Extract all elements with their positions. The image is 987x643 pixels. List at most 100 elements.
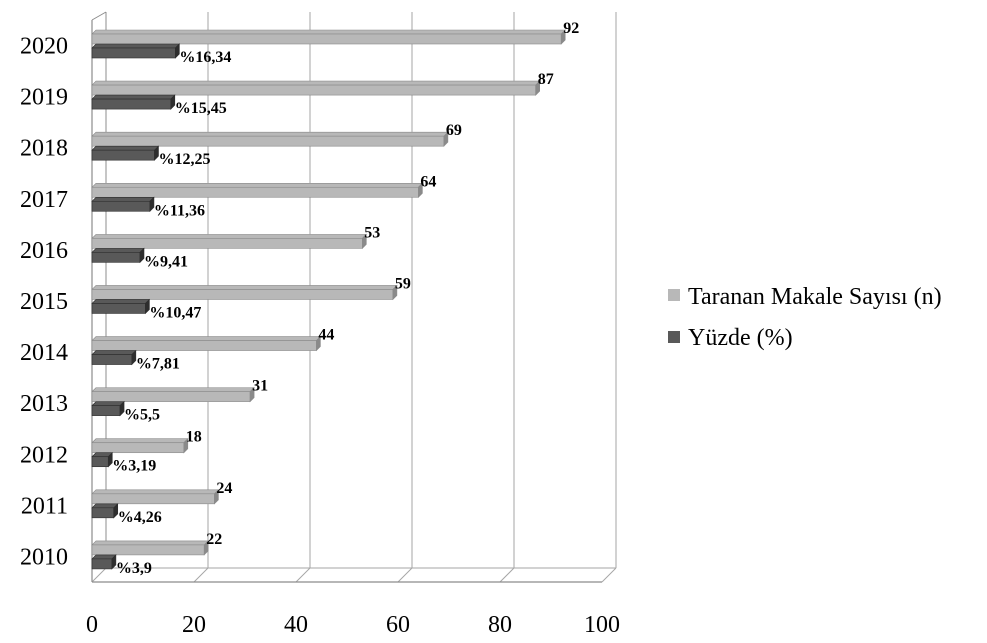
bar-end-face <box>107 452 113 468</box>
bar-end-face <box>145 298 150 315</box>
bar-end-face <box>418 182 423 198</box>
bar-top-face <box>91 29 566 35</box>
bars <box>91 29 566 570</box>
x-tick-label: 60 <box>386 612 410 638</box>
bar-end-face <box>392 284 398 301</box>
bar-front-face <box>91 442 185 454</box>
bar-front-face <box>91 544 205 556</box>
bar-top-face <box>91 234 368 239</box>
data-labels: 22 %3,9 24 %4,26 18 %3,19 31 %5,5 44 %7,81 59 %10,4… <box>112 20 579 577</box>
x-tick-label: 40 <box>284 612 308 638</box>
bar-taranan <box>91 540 209 556</box>
bar-end-face <box>131 349 137 366</box>
data-label-yuzde: %16,34 <box>179 49 231 66</box>
y-tick-label: 2015 <box>20 289 68 315</box>
bar-front-face <box>91 135 445 147</box>
bar-taranan <box>91 182 424 198</box>
bar-end-face <box>175 43 180 59</box>
bar-taranan <box>91 131 449 147</box>
bar-front-face <box>91 493 215 505</box>
bar-front-face <box>91 149 155 161</box>
bar-front-face <box>91 98 172 110</box>
bar-front-face <box>91 47 176 59</box>
bar-yuzde <box>91 503 119 519</box>
bar-top-face <box>91 248 145 253</box>
data-label-taranan: 53 <box>364 224 380 241</box>
bar-top-face <box>91 299 151 304</box>
bar-front-face <box>91 558 113 570</box>
bar-yuzde <box>91 94 176 110</box>
y-tick-label: 2017 <box>20 187 68 213</box>
data-label-taranan: 24 <box>216 480 232 497</box>
legend-swatch-taranan <box>668 289 680 301</box>
bar-end-face <box>170 94 176 110</box>
x-tick-label: 20 <box>182 612 206 638</box>
bar-end-face <box>203 540 209 556</box>
bar-top-face <box>91 540 209 546</box>
bar-taranan <box>91 335 322 352</box>
bar-yuzde <box>91 196 155 212</box>
bar-end-face <box>361 233 367 250</box>
legend-label-taranan: Taranan Makale Sayısı (n) <box>688 284 942 310</box>
bar-top-face <box>91 145 160 151</box>
bar-taranan <box>91 284 398 301</box>
y-tick-label: 2020 <box>20 34 68 60</box>
legend-label-yuzde: Yüzde (%) <box>688 325 793 351</box>
legend: Taranan Makale Sayısı (n) Yüzde (%) <box>668 284 942 351</box>
bar-yuzde <box>91 554 117 570</box>
bar-front-face <box>91 405 121 416</box>
bar-top-face <box>91 285 398 290</box>
x-tick-label: 100 <box>584 612 620 638</box>
data-label-yuzde: %3,19 <box>112 458 156 475</box>
data-label-yuzde: %7,81 <box>136 356 180 373</box>
y-tick-label: 2011 <box>21 493 68 519</box>
x-tick-label: 80 <box>488 612 512 638</box>
data-label-taranan: 64 <box>420 173 436 190</box>
bar-front-face <box>91 186 419 198</box>
bar-front-face <box>91 252 141 263</box>
legend-swatch-yuzde <box>668 331 680 343</box>
bar-yuzde <box>91 145 160 161</box>
bar-end-face <box>119 400 125 417</box>
bar-top-face <box>91 438 189 444</box>
bar-front-face <box>91 340 317 351</box>
y-tick-label: 2013 <box>20 391 68 417</box>
data-label-yuzde: %12,25 <box>158 151 210 168</box>
bar-taranan <box>91 438 189 454</box>
bar-top-face <box>91 182 424 188</box>
bar-top-face <box>91 196 155 202</box>
bar-top-face <box>91 350 137 355</box>
y-tick-label: 2014 <box>20 340 68 366</box>
data-label-taranan: 92 <box>563 20 579 37</box>
bar-top-face <box>91 503 119 509</box>
tick-labels: 0 20 40 60 80 100 2010 2011 2012 2013 2014 2015 2016… <box>20 34 620 638</box>
bar-yuzde <box>91 43 181 59</box>
data-label-taranan: 22 <box>206 531 222 548</box>
bar-taranan <box>91 386 255 403</box>
bar-front-face <box>91 303 146 314</box>
bar-end-face <box>149 196 155 212</box>
y-tick-label: 2012 <box>20 442 68 468</box>
bar-front-face <box>91 289 394 300</box>
data-label-yuzde: %10,47 <box>149 304 201 321</box>
bar-top-face <box>91 336 322 341</box>
bar-yuzde <box>91 349 137 366</box>
bar-taranan <box>91 233 368 250</box>
bar-end-face <box>183 438 189 454</box>
y-tick-label: 2018 <box>20 136 68 162</box>
data-label-taranan: 31 <box>252 378 268 395</box>
bar-front-face <box>91 456 109 468</box>
floor-gridline <box>397 567 413 583</box>
bar-end-face <box>443 131 449 147</box>
bar-front-face <box>91 200 151 212</box>
data-label-yuzde: %3,9 <box>116 560 152 577</box>
bar-yuzde <box>91 247 145 264</box>
bar-front-face <box>91 33 562 45</box>
bar-taranan <box>91 80 541 96</box>
floor-gridline <box>499 567 515 583</box>
bar-taranan <box>91 489 220 505</box>
data-label-taranan: 44 <box>318 327 334 344</box>
bar-end-face <box>316 335 321 352</box>
data-label-taranan: 18 <box>186 429 202 446</box>
